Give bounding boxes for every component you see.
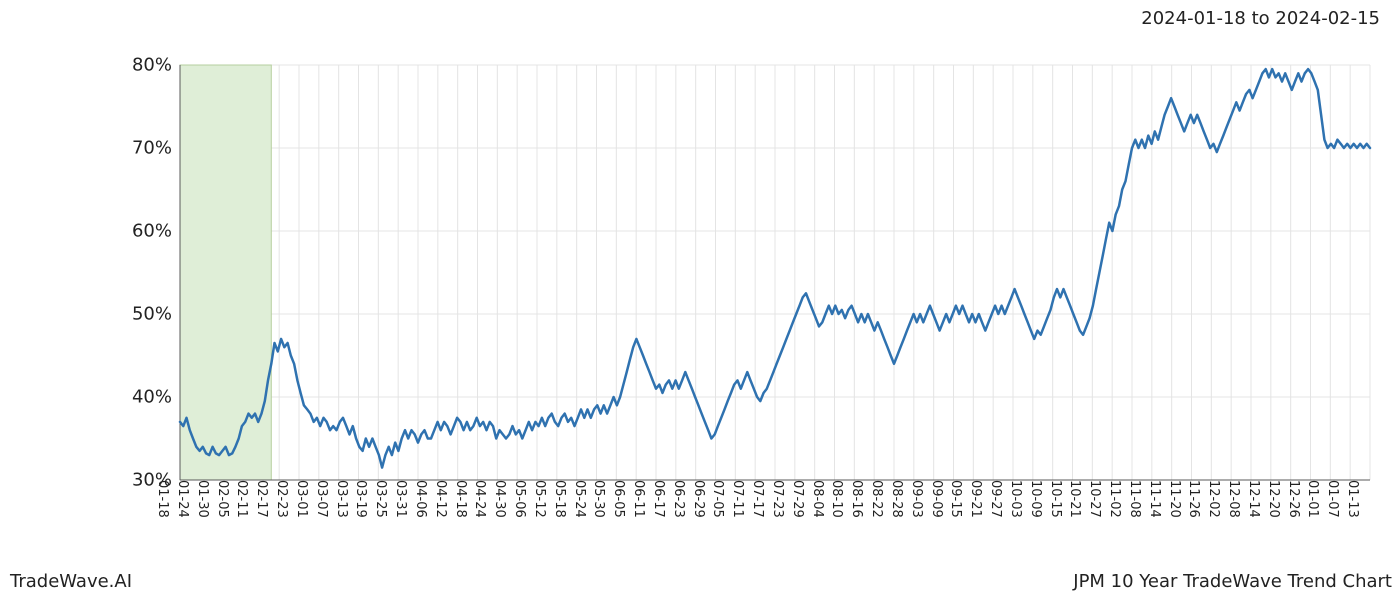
x-tick-label: 11-02 [1107, 480, 1128, 518]
y-tick-label: 50% [132, 304, 180, 325]
x-tick-label: 02-05 [215, 480, 236, 518]
x-tick-label: 09-27 [988, 480, 1009, 518]
x-tick-label: 10-03 [1008, 480, 1029, 518]
x-tick-label: 08-16 [849, 480, 870, 518]
x-tick-label: 06-17 [651, 480, 672, 518]
x-tick-label: 04-24 [472, 480, 493, 518]
x-tick-label: 01-13 [1345, 480, 1366, 518]
x-tick-label: 02-17 [254, 480, 275, 518]
x-tick-label: 04-12 [433, 480, 454, 518]
x-tick-label: 10-15 [1048, 480, 1069, 518]
x-tick-label: 06-23 [671, 480, 692, 518]
y-tick-label: 60% [132, 221, 180, 242]
x-tick-label: 07-05 [710, 480, 731, 518]
x-tick-label: 03-07 [314, 480, 335, 518]
x-tick-label: 03-25 [373, 480, 394, 518]
y-tick-label: 80% [132, 55, 180, 76]
x-tick-label: 10-09 [1028, 480, 1049, 518]
x-tick-label: 06-29 [691, 480, 712, 518]
x-tick-label: 09-09 [929, 480, 950, 518]
x-tick-label: 02-23 [274, 480, 295, 518]
date-range-title: 2024-01-18 to 2024-02-15 [1141, 8, 1380, 29]
chart-plot-area: 30%40%50%60%70%80%01-1801-2401-3002-0502… [180, 65, 1370, 480]
x-tick-label: 08-28 [889, 480, 910, 518]
x-tick-label: 01-01 [1305, 480, 1326, 518]
chart-svg [180, 65, 1370, 480]
x-tick-label: 12-26 [1286, 480, 1307, 518]
brand-label: TradeWave.AI [10, 571, 132, 592]
x-tick-label: 07-29 [790, 480, 811, 518]
x-tick-label: 07-11 [730, 480, 751, 518]
x-tick-label: 07-17 [750, 480, 771, 518]
x-tick-label: 03-31 [393, 480, 414, 518]
x-tick-label: 02-11 [234, 480, 255, 518]
x-tick-label: 09-03 [909, 480, 930, 518]
x-tick-label: 07-23 [770, 480, 791, 518]
x-tick-label: 05-06 [512, 480, 533, 518]
x-tick-label: 09-15 [948, 480, 969, 518]
x-tick-label: 12-20 [1266, 480, 1287, 518]
x-tick-label: 12-14 [1246, 480, 1267, 518]
x-tick-label: 05-18 [552, 480, 573, 518]
x-tick-label: 03-13 [334, 480, 355, 518]
x-tick-label: 09-21 [968, 480, 989, 518]
x-tick-label: 05-24 [572, 480, 593, 518]
y-tick-label: 40% [132, 387, 180, 408]
x-tick-label: 08-22 [869, 480, 890, 518]
x-tick-label: 11-14 [1147, 480, 1168, 518]
chart-name-label: JPM 10 Year TradeWave Trend Chart [1073, 571, 1392, 592]
x-tick-label: 11-26 [1186, 480, 1207, 518]
x-tick-label: 10-21 [1067, 480, 1088, 518]
x-tick-label: 03-01 [294, 480, 315, 518]
x-tick-label: 11-08 [1127, 480, 1148, 518]
x-tick-label: 01-24 [175, 480, 196, 518]
x-tick-label: 04-18 [453, 480, 474, 518]
x-tick-label: 03-19 [353, 480, 374, 518]
x-tick-label: 10-27 [1087, 480, 1108, 518]
x-tick-label: 12-08 [1226, 480, 1247, 518]
x-tick-label: 01-18 [155, 480, 176, 518]
x-tick-label: 08-04 [810, 480, 831, 518]
x-tick-label: 01-30 [195, 480, 216, 518]
x-tick-label: 11-20 [1167, 480, 1188, 518]
y-tick-label: 70% [132, 138, 180, 159]
x-tick-label: 05-30 [591, 480, 612, 518]
x-tick-label: 06-11 [631, 480, 652, 518]
x-tick-label: 08-10 [829, 480, 850, 518]
x-tick-label: 05-12 [532, 480, 553, 518]
x-tick-label: 01-07 [1325, 480, 1346, 518]
x-tick-label: 06-05 [611, 480, 632, 518]
x-tick-label: 04-30 [492, 480, 513, 518]
x-tick-label: 12-02 [1206, 480, 1227, 518]
x-tick-label: 04-06 [413, 480, 434, 518]
